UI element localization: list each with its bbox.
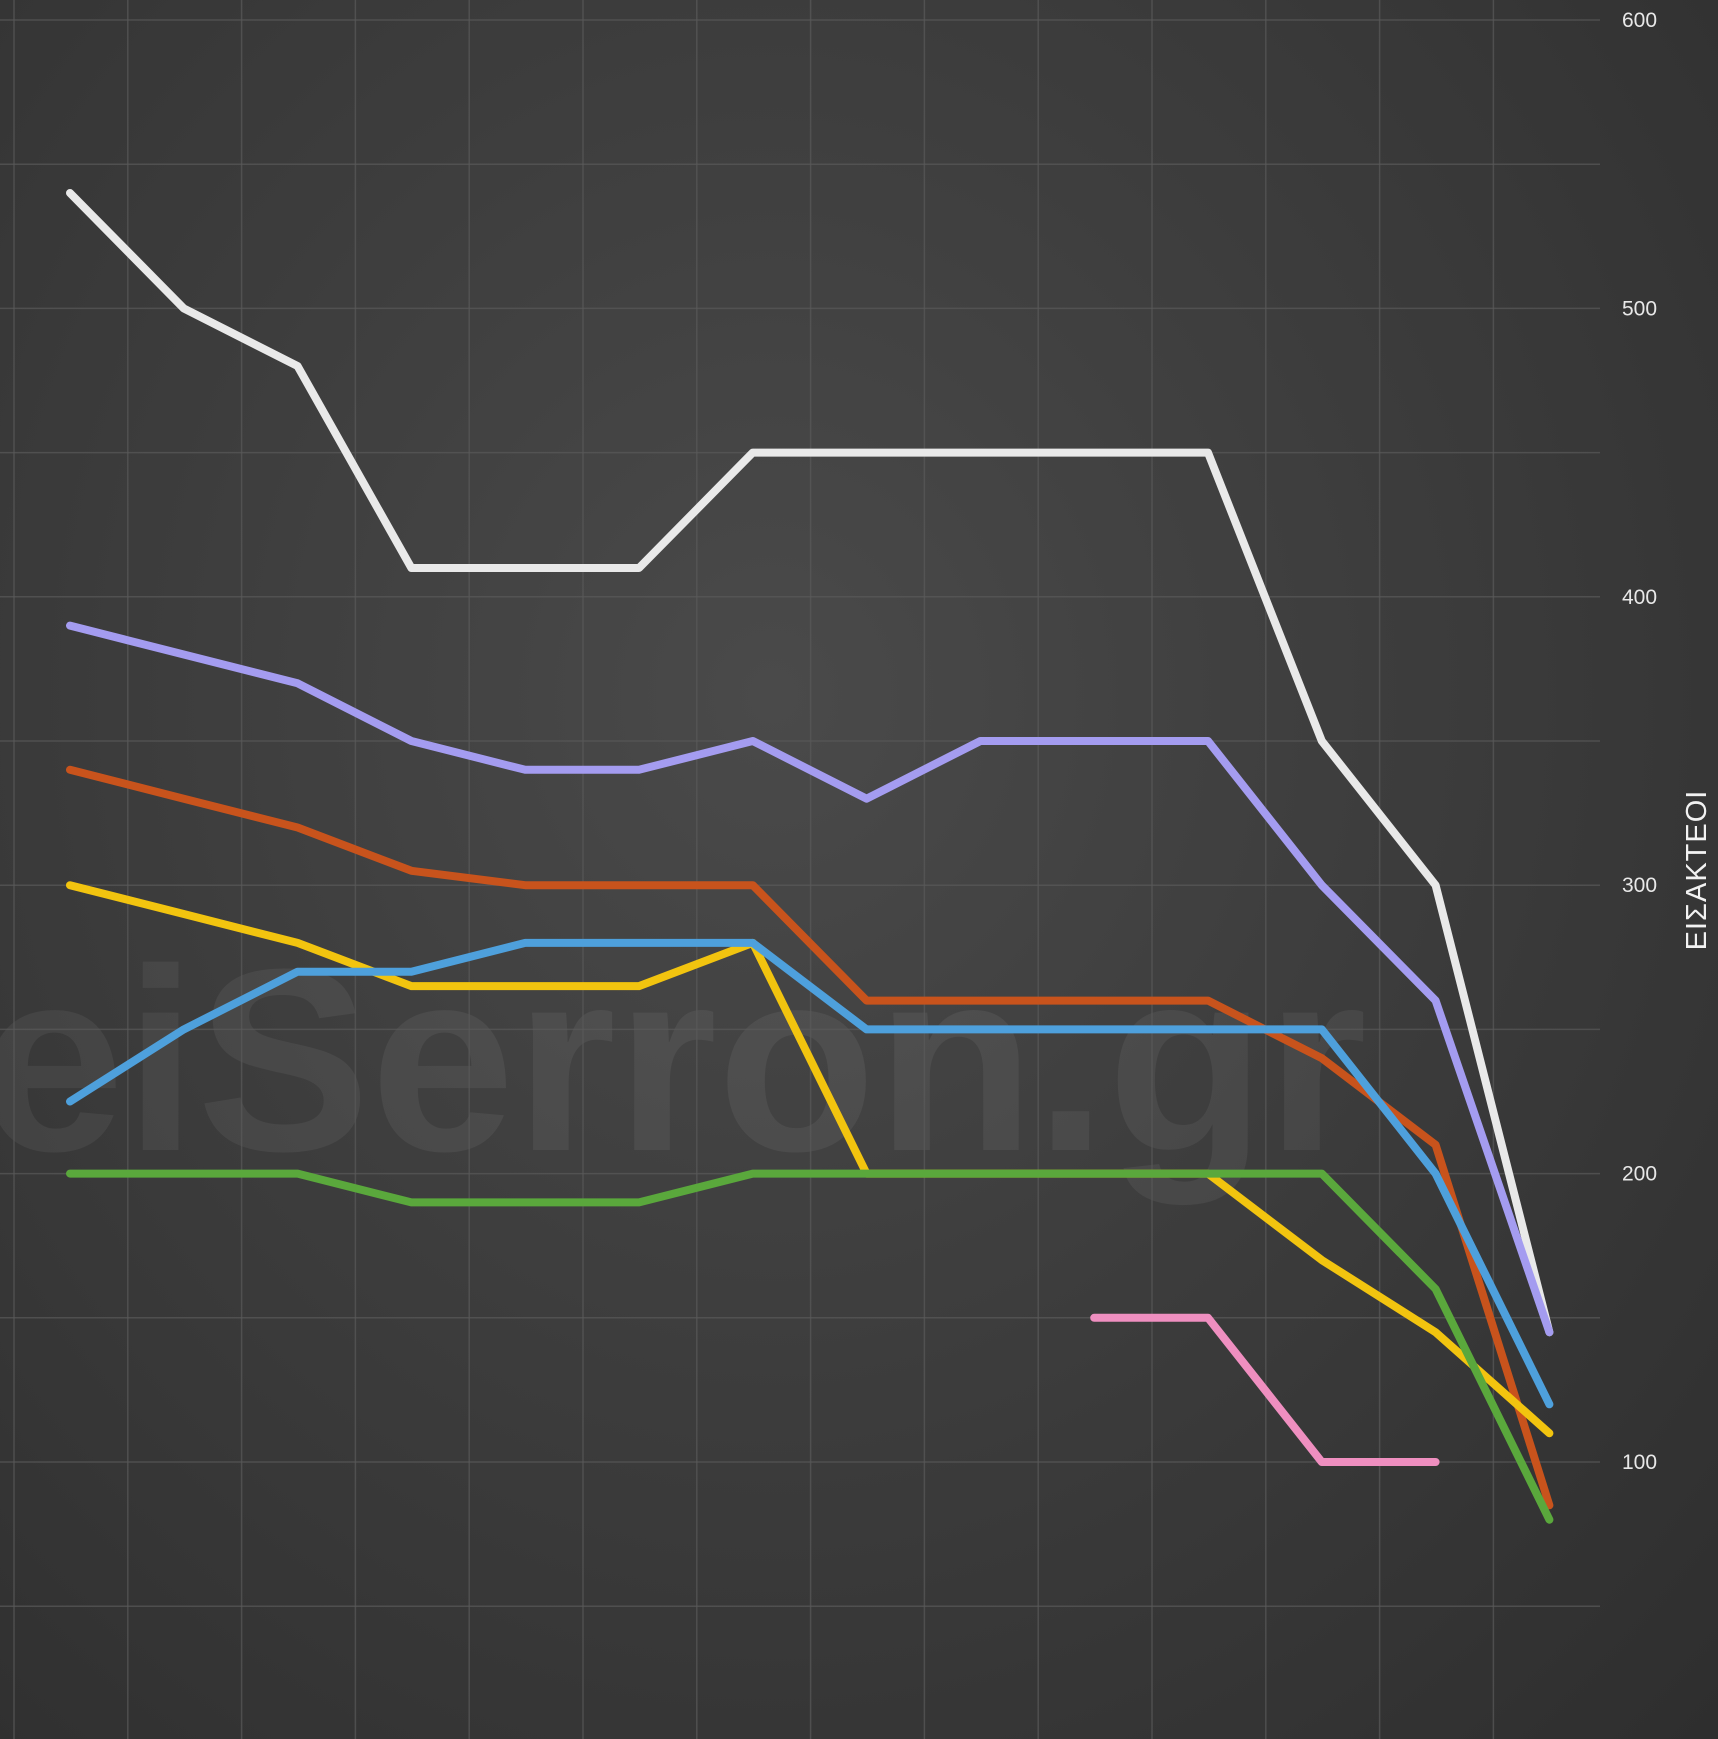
series-line-1 (66, 621, 1554, 1337)
y-tick-label: 300 (1622, 874, 1657, 897)
y-axis-ticks: 100 200 300 400 500 600 (1622, 9, 1657, 1474)
grid (0, 0, 1600, 1739)
y-tick-label: 200 (1622, 1163, 1657, 1186)
series-line-4 (66, 938, 1554, 1409)
series-line-0 (66, 189, 1554, 1337)
watermark: eiSerron.gr (0, 916, 1367, 1207)
y-axis-title: ΕΙΣΑΚΤΕΟΙ (1681, 790, 1713, 951)
y-tick-label: 400 (1622, 586, 1657, 609)
series-line-2 (66, 765, 1554, 1510)
y-tick-label: 600 (1622, 9, 1657, 32)
y-tick-label: 500 (1622, 297, 1657, 320)
series-line-5 (66, 1169, 1554, 1524)
series-line-6 (1090, 1313, 1440, 1466)
series-line-3 (66, 881, 1554, 1438)
series-lines (66, 189, 1554, 1524)
y-tick-label: 100 (1622, 1451, 1657, 1474)
